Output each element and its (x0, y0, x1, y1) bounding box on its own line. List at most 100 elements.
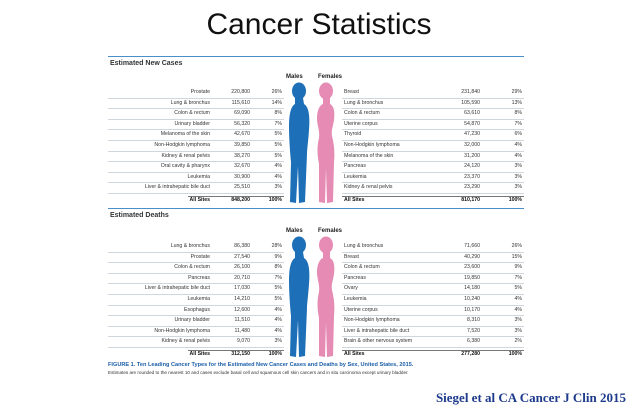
table-row: Non-Hodgkin lymphoma 11,480 4% (108, 326, 284, 338)
percent-value: 4% (514, 306, 523, 313)
table-row: Leukemia 14,210 5% (108, 294, 284, 306)
site-label: All Sites (189, 351, 210, 357)
table-row: Colon & rectum 26,100 8% (108, 262, 284, 274)
percent-value: 7% (514, 120, 523, 127)
count-value: 9,070 (237, 338, 250, 345)
site-label: Leukemia (187, 173, 211, 180)
site-label: Pancreas (188, 274, 210, 281)
count-value: 32,670 (234, 163, 250, 170)
percent-value: 3% (274, 338, 283, 345)
percent-value: 100% (268, 351, 282, 357)
site-label: Non-Hodgkin lymphoma (344, 317, 400, 324)
site-label: Brain & other nervous system (344, 338, 413, 345)
total-divider (342, 349, 524, 351)
count-value: 38,270 (234, 152, 250, 159)
percent-value: 14% (271, 99, 282, 106)
table-row: Liver & intrahepatic bile duct 25,510 3% (108, 182, 284, 194)
count-value: 26,100 (234, 264, 250, 271)
percent-value: 28% (271, 243, 282, 249)
percent-value: 13% (511, 99, 522, 106)
table-row: Liver & intrahepatic bile duct 7,520 3% (342, 326, 524, 338)
site-label: Uterine corpus (344, 306, 378, 313)
count-value: 7,520 (467, 327, 480, 334)
count-value: 810,170 (461, 197, 480, 203)
table-row: Urinary bladder 11,510 4% (108, 315, 284, 327)
site-label: Colon & rectum (344, 110, 380, 117)
site-label: Kidney & renal pelvis (161, 152, 210, 159)
percent-value: 100% (508, 351, 522, 357)
females-total-row: All Sites 810,170 100% (342, 195, 524, 206)
table-row: Melanoma of the skin 42,670 5% (108, 129, 284, 141)
table-row: Leukemia 10,240 4% (342, 294, 524, 306)
table-row: Leukemia 30,900 4% (108, 172, 284, 184)
count-value: 848,200 (231, 197, 250, 203)
percent-value: 8% (274, 110, 283, 117)
count-value: 19,850 (464, 274, 480, 281)
count-value: 231,840 (461, 89, 480, 95)
table-row: Kidney & renal pelvis 9,070 3% (108, 336, 284, 348)
count-value: 25,510 (234, 184, 250, 191)
site-label: All Sites (189, 197, 210, 203)
count-value: 14,180 (464, 285, 480, 292)
site-label: Prostate (190, 253, 210, 260)
site-label: All Sites (344, 197, 365, 203)
total-divider (342, 195, 524, 197)
females-total-row: All Sites 277,280 100% (342, 349, 524, 360)
total-divider (188, 349, 284, 351)
site-label: Colon & rectum (344, 264, 380, 271)
site-label: Leukemia (344, 296, 367, 302)
count-value: 277,280 (461, 351, 480, 357)
percent-value: 3% (514, 173, 523, 180)
site-label: Lung & bronchus (344, 99, 384, 106)
percent-value: 4% (274, 317, 283, 324)
percent-value: 6% (514, 131, 523, 138)
site-label: Pancreas (344, 274, 366, 281)
count-value: 24,120 (464, 163, 480, 170)
percent-value: 5% (274, 285, 283, 292)
male-silhouette-icon (289, 82, 310, 203)
table-row: Kidney & renal pelvis 23,290 3% (342, 182, 524, 194)
site-label: Urinary bladder (174, 317, 210, 324)
site-label: Melanoma of the skin (344, 152, 394, 159)
site-label: Lung & bronchus (170, 99, 210, 106)
count-value: 220,800 (231, 89, 250, 95)
percent-value: 15% (511, 253, 522, 260)
percent-value: 4% (274, 163, 283, 170)
table-row: Oral cavity & pharynx 32,670 4% (108, 161, 284, 173)
table-row: Liver & intrahepatic bile duct 17,030 5% (108, 283, 284, 295)
table-row: Breast 231,840 29% (342, 87, 524, 99)
table-row: Uterine corpus 10,170 4% (342, 305, 524, 317)
site-label: Liver & intrahepatic bile duct (344, 327, 410, 334)
percent-value: 4% (514, 296, 523, 302)
table-row: Melanoma of the skin 31,200 4% (342, 151, 524, 163)
table-row: Breast 40,290 15% (342, 252, 524, 264)
table-row: Pancreas 19,850 7% (342, 273, 524, 285)
percent-value: 5% (274, 296, 283, 302)
site-label: Colon & rectum (174, 264, 210, 271)
site-label: Liver & intrahepatic bile duct (144, 184, 210, 191)
percent-value: 4% (274, 306, 283, 313)
table-row: Lung & bronchus 71,660 26% (342, 241, 524, 253)
site-label: Pancreas (344, 163, 366, 170)
new-cases-females-label: Females (318, 74, 343, 80)
site-label: Lung & bronchus (344, 243, 384, 249)
count-value: 42,670 (234, 131, 250, 138)
percent-value: 4% (514, 142, 523, 148)
count-value: 8,310 (467, 317, 480, 324)
table-row: Prostate 27,540 9% (108, 252, 284, 264)
female-silhouette-icon (317, 82, 335, 203)
count-value: 11,510 (234, 317, 250, 324)
site-label: Melanoma of the skin (160, 131, 210, 138)
percent-value: 3% (514, 327, 523, 334)
site-label: Non-Hodgkin lymphoma (344, 142, 400, 148)
percent-value: 5% (514, 285, 523, 292)
count-value: 71,660 (464, 243, 480, 249)
count-value: 23,600 (464, 264, 480, 271)
percent-value: 7% (514, 274, 523, 281)
percent-value: 3% (274, 184, 283, 191)
site-label: Liver & intrahepatic bile duct (144, 285, 210, 292)
table-row: Kidney & renal pelvis 38,270 5% (108, 151, 284, 163)
table-row: Prostate 220,800 26% (108, 87, 284, 99)
male-silhouette-icon (289, 236, 310, 357)
percent-value: 8% (274, 264, 283, 271)
